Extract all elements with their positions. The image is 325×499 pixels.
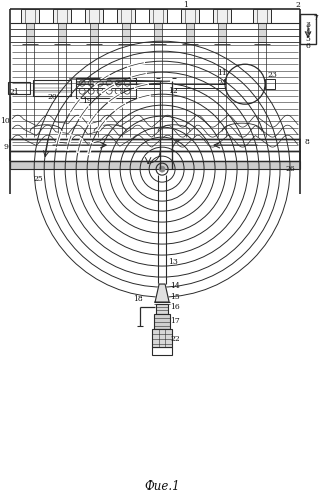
Bar bbox=[10, 161, 300, 169]
Text: 4: 4 bbox=[306, 28, 310, 36]
Text: 10: 10 bbox=[0, 117, 10, 125]
Text: 5: 5 bbox=[306, 35, 310, 43]
Bar bbox=[58, 23, 66, 42]
Text: 20: 20 bbox=[47, 93, 57, 101]
Bar bbox=[53, 9, 71, 23]
Text: 12: 12 bbox=[168, 87, 178, 95]
Text: 7: 7 bbox=[314, 14, 318, 22]
Bar bbox=[213, 9, 231, 23]
Bar bbox=[300, 14, 316, 44]
Bar bbox=[258, 23, 266, 42]
Text: 14: 14 bbox=[170, 282, 180, 290]
Text: 6: 6 bbox=[306, 42, 310, 50]
Bar bbox=[21, 9, 39, 23]
Text: 17: 17 bbox=[170, 317, 180, 325]
Text: 9: 9 bbox=[4, 143, 9, 151]
Bar bbox=[154, 314, 170, 329]
Bar bbox=[218, 23, 226, 42]
Text: 2: 2 bbox=[295, 1, 300, 9]
Bar bbox=[8, 82, 30, 94]
Bar bbox=[154, 23, 162, 42]
Bar bbox=[76, 78, 136, 98]
Bar bbox=[265, 79, 275, 89]
Text: 25: 25 bbox=[33, 175, 43, 183]
Polygon shape bbox=[155, 284, 169, 302]
Bar bbox=[26, 23, 34, 42]
Bar bbox=[156, 304, 168, 314]
Bar bbox=[253, 9, 271, 23]
Bar bbox=[85, 9, 103, 23]
Text: 22: 22 bbox=[170, 335, 180, 343]
Bar bbox=[152, 329, 172, 347]
Text: 11: 11 bbox=[217, 69, 227, 77]
Text: 23: 23 bbox=[267, 71, 277, 79]
Bar bbox=[149, 9, 167, 23]
Circle shape bbox=[159, 166, 165, 172]
Bar bbox=[181, 9, 199, 23]
Text: 13: 13 bbox=[168, 258, 178, 266]
Text: 24: 24 bbox=[217, 79, 227, 87]
Bar bbox=[33, 80, 71, 96]
Text: 1: 1 bbox=[183, 1, 188, 9]
Text: 19: 19 bbox=[82, 97, 92, 105]
Text: 18: 18 bbox=[133, 295, 143, 303]
Text: 3: 3 bbox=[306, 21, 310, 29]
Text: Фие.1: Фие.1 bbox=[144, 480, 180, 493]
Bar bbox=[117, 9, 135, 23]
Text: 21: 21 bbox=[9, 88, 19, 96]
Bar bbox=[152, 347, 172, 355]
Bar bbox=[122, 23, 130, 42]
Bar bbox=[90, 23, 98, 42]
Text: 8: 8 bbox=[305, 138, 309, 146]
Text: 26: 26 bbox=[285, 165, 295, 173]
Text: 15: 15 bbox=[170, 293, 180, 301]
Bar bbox=[186, 23, 194, 42]
Text: 16: 16 bbox=[170, 303, 180, 311]
